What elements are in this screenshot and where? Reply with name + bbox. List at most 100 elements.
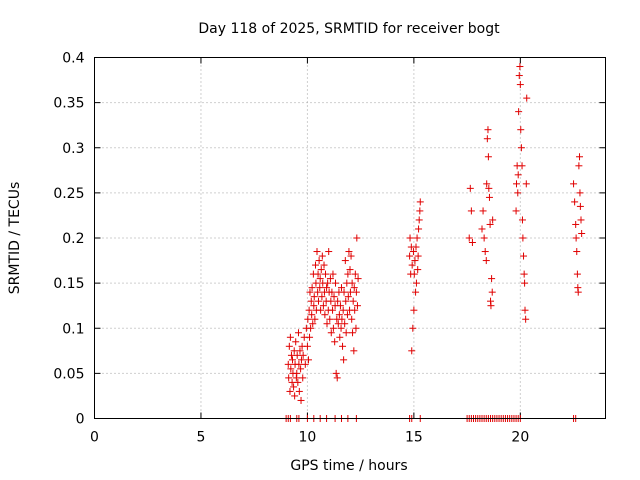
data-point (314, 288, 322, 296)
data-point (488, 275, 496, 283)
data-point (484, 126, 492, 134)
data-point (480, 234, 488, 242)
data-point (347, 252, 355, 260)
data-point (573, 270, 581, 278)
data-point (327, 297, 335, 305)
data-point (293, 351, 301, 359)
data-point (313, 248, 321, 256)
data-point (324, 279, 332, 287)
data-point (416, 198, 424, 206)
data-point (331, 338, 339, 346)
data-point (303, 342, 311, 350)
data-point (485, 184, 493, 192)
data-point (485, 193, 493, 201)
data-point (319, 302, 327, 310)
data-point (306, 288, 314, 296)
data-point (576, 202, 584, 210)
y-tick-label: 0.25 (53, 186, 84, 202)
data-point (333, 374, 341, 382)
data-point (307, 297, 315, 305)
data-point (299, 351, 307, 359)
data-point (306, 333, 314, 341)
data-point (336, 302, 344, 310)
y-tick-label: 0.35 (53, 96, 84, 112)
data-point (515, 108, 523, 116)
data-point (467, 207, 475, 215)
data-point (487, 302, 495, 310)
y-tick-label: 0.1 (62, 321, 84, 337)
data-point (312, 261, 320, 269)
data-point (514, 171, 522, 179)
y-tick-label: 0 (76, 412, 85, 428)
data-point (307, 324, 315, 332)
data-point (293, 369, 301, 377)
chart-title: Day 118 of 2025, SRMTID for receiver bog… (198, 21, 500, 37)
data-point (570, 180, 578, 188)
data-point (483, 135, 491, 143)
y-axis-label: SRMTID / TECUs (7, 182, 23, 295)
data-point (517, 126, 525, 134)
data-point (576, 189, 584, 197)
data-point (317, 306, 325, 314)
data-point (315, 257, 323, 265)
data-point (517, 144, 525, 152)
data-point (351, 306, 359, 314)
data-point (344, 270, 352, 278)
data-point (516, 81, 524, 89)
data-point (484, 153, 492, 161)
data-point (329, 324, 337, 332)
data-point (329, 270, 337, 278)
data-point (483, 180, 491, 188)
data-point (350, 284, 358, 292)
data-point (344, 293, 352, 301)
data-point (296, 347, 304, 355)
data-point (327, 329, 335, 337)
data-point (299, 374, 307, 382)
data-point (284, 360, 292, 368)
data-point (415, 225, 423, 233)
data-point (342, 329, 350, 337)
data-point (318, 293, 326, 301)
data-point (311, 315, 319, 323)
data-point (410, 270, 418, 278)
data-point (489, 216, 497, 224)
data-point (308, 311, 316, 319)
data-point (339, 342, 347, 350)
data-point (340, 356, 348, 364)
data-point (292, 338, 300, 346)
data-point (336, 333, 344, 341)
data-point (329, 306, 337, 314)
data-point (520, 270, 528, 278)
y-tick-label: 0.15 (53, 276, 84, 292)
data-point (486, 220, 494, 228)
y-tick-label: 0.05 (53, 366, 84, 382)
data-point (335, 311, 343, 319)
data-point (349, 297, 357, 305)
data-point (322, 270, 330, 278)
y-tick-label: 0.4 (62, 51, 84, 67)
data-point (308, 284, 316, 292)
data-point (301, 360, 309, 368)
data-point (330, 293, 338, 301)
data-point (351, 270, 359, 278)
data-point (513, 180, 521, 188)
data-point (577, 216, 585, 224)
x-tick-label: 15 (405, 430, 423, 446)
data-point (406, 234, 414, 242)
data-point (575, 162, 583, 170)
data-point (338, 315, 346, 323)
data-point (342, 297, 350, 305)
data-point (297, 396, 305, 404)
data-point (521, 279, 529, 287)
data-point (578, 229, 586, 237)
data-point (304, 356, 312, 364)
data-point (406, 252, 414, 260)
x-tick-label: 5 (196, 430, 205, 446)
data-point (328, 288, 336, 296)
data-point (337, 324, 345, 332)
data-point (332, 279, 340, 287)
data-point (312, 279, 320, 287)
data-point (415, 216, 423, 224)
data-point (573, 248, 581, 256)
data-point (332, 369, 340, 377)
